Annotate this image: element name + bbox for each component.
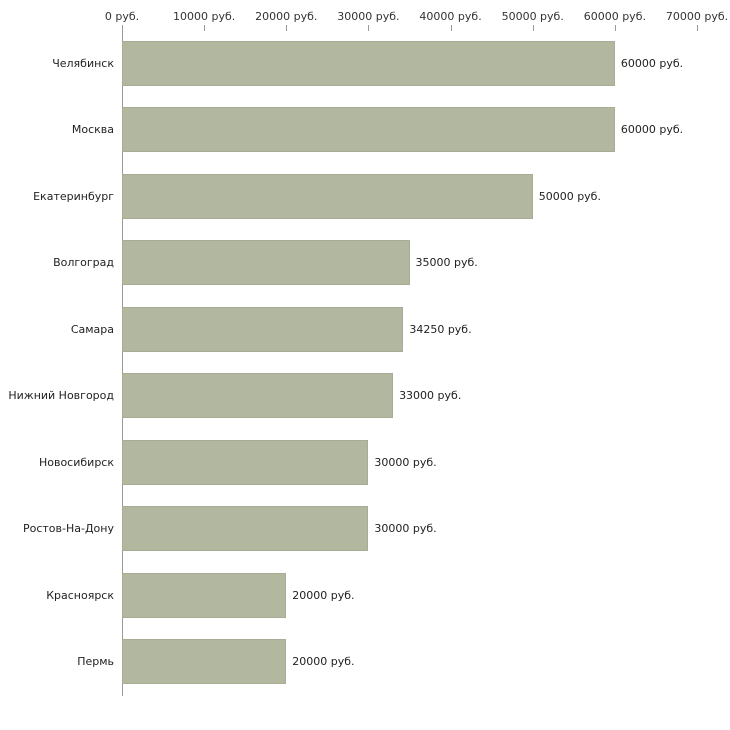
- category-label: Нижний Новгород: [8, 389, 114, 403]
- chart-row: Волгоград 35000 руб.: [0, 230, 730, 297]
- bar: [122, 373, 394, 419]
- x-tick-mark: [286, 25, 288, 31]
- category-label: Челябинск: [52, 56, 114, 70]
- category-label: Самара: [70, 322, 114, 336]
- bar: [122, 306, 404, 352]
- x-tick-mark: [614, 25, 616, 31]
- x-tick-label: 30000 руб.: [337, 10, 400, 23]
- value-label: 30000 руб.: [374, 522, 437, 536]
- chart-row: Нижний Новгород 33000 руб.: [0, 363, 730, 430]
- y-axis-line: [122, 30, 123, 696]
- x-axis: 0 руб. 10000 руб. 20000 руб. 30000 руб. 4000…: [105, 0, 728, 31]
- category-label: Москва: [71, 123, 114, 137]
- bar: [122, 107, 615, 153]
- value-label: 60000 руб.: [620, 56, 684, 70]
- bar: [122, 572, 287, 618]
- chart-row: Екатеринбург 50000 руб.: [0, 163, 730, 230]
- bar: [122, 40, 615, 86]
- value-label: 34250 руб.: [409, 322, 472, 336]
- bar: [122, 506, 369, 552]
- chart-row: Красноярск 20000 руб.: [0, 562, 730, 629]
- x-tick-label: 20000 руб.: [255, 10, 318, 23]
- value-label: 50000 руб.: [538, 189, 601, 203]
- category-label: Волгоград: [53, 256, 114, 270]
- category-label: Ростов-На-Дону: [22, 522, 114, 536]
- category-label: Пермь: [77, 655, 114, 669]
- category-label: Екатеринбург: [33, 189, 114, 203]
- value-label: 20000 руб.: [292, 655, 355, 669]
- x-tick-mark: [122, 25, 123, 31]
- chart-row: Пермь 20000 руб.: [0, 629, 730, 696]
- chart-row: Челябинск 60000 руб.: [0, 30, 730, 97]
- bar: [122, 173, 533, 219]
- value-label: 35000 руб.: [415, 256, 478, 270]
- category-label: Новосибирск: [38, 455, 114, 469]
- x-tick-label: 40000 руб.: [419, 10, 482, 23]
- x-tick-mark: [697, 25, 698, 31]
- x-tick-mark: [532, 25, 534, 31]
- chart-row: Ростов-На-Дону 30000 руб.: [0, 496, 730, 563]
- x-tick-label: 10000 руб.: [173, 10, 236, 23]
- category-label: Красноярск: [46, 588, 114, 602]
- value-label: 60000 руб.: [620, 123, 684, 137]
- bar: [122, 439, 369, 485]
- value-label: 30000 руб.: [374, 455, 437, 469]
- chart-row: Самара 34250 руб.: [0, 296, 730, 363]
- x-tick-mark: [204, 25, 206, 31]
- value-label: 20000 руб.: [292, 588, 355, 602]
- value-label: 33000 руб.: [399, 389, 462, 403]
- chart-row: Новосибирск 30000 руб.: [0, 429, 730, 496]
- chart-row: Москва 60000 руб.: [0, 97, 730, 164]
- x-tick-label: 0 руб.: [104, 10, 140, 23]
- bar: [122, 639, 287, 685]
- x-tick-label: 70000 руб.: [665, 10, 729, 23]
- bar: [122, 240, 410, 286]
- chart-rows: Челябинск 60000 руб. Москва 60000 руб. Екате…: [0, 30, 730, 695]
- x-tick-mark: [450, 25, 452, 31]
- x-tick-mark: [368, 25, 370, 31]
- x-tick-label: 60000 руб.: [583, 10, 646, 23]
- x-tick-label: 50000 руб.: [501, 10, 564, 23]
